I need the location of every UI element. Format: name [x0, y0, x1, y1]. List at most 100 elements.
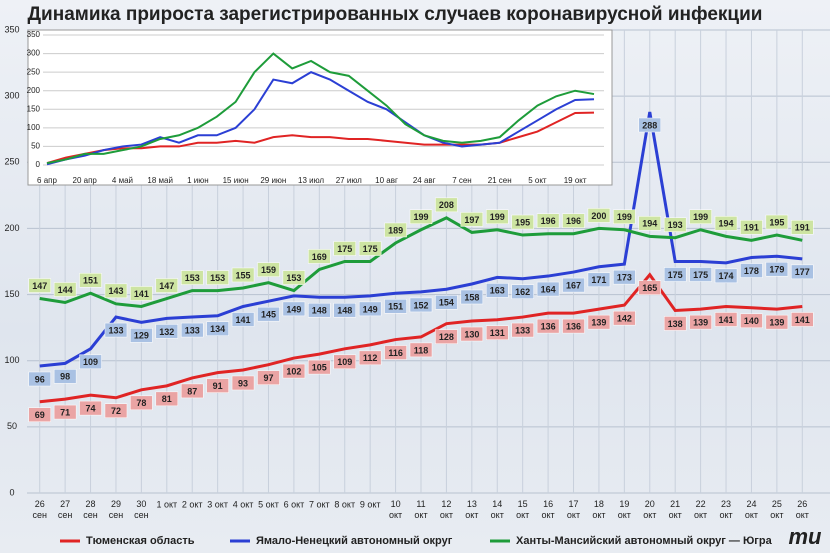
x-tick-part: окт: [516, 510, 529, 520]
value-label: 174: [719, 271, 734, 281]
value-label: 154: [439, 298, 454, 308]
value-label-bg: [104, 283, 128, 299]
value-label: 199: [693, 212, 708, 222]
value-label-bg: [714, 268, 738, 284]
x-tick-part: окт: [567, 510, 580, 520]
x-tick-label: 13 июл: [298, 176, 324, 185]
x-tick-part: окт: [542, 510, 555, 520]
value-label: 162: [515, 287, 530, 297]
x-tick-label: 5 окт: [258, 499, 279, 509]
x-tick-label: 4 май: [112, 176, 133, 185]
value-label: 152: [413, 300, 428, 310]
value-label-bg: [638, 117, 662, 133]
value-label: 139: [591, 317, 606, 327]
value-label: 133: [108, 325, 123, 335]
x-tick-label: 8 окт: [334, 499, 355, 509]
x-tick-part: 17: [569, 499, 579, 509]
value-label: 134: [210, 324, 225, 334]
value-label-bg: [791, 220, 814, 235]
x-tick-part: окт: [389, 510, 402, 520]
x-tick-label: 24 окт: [745, 499, 758, 520]
value-label-bg: [282, 301, 306, 317]
value-label: 151: [83, 276, 98, 286]
value-label-bg: [257, 306, 280, 322]
x-tick-label: 26 окт: [796, 499, 809, 520]
value-label: 141: [719, 315, 734, 325]
value-label-bg: [613, 269, 636, 285]
x-tick-label: 4 окт: [233, 499, 254, 509]
value-label-bg: [562, 318, 585, 334]
value-label: 118: [414, 345, 429, 355]
x-tick-label: 3 окт: [207, 499, 228, 509]
value-label-bg: [486, 283, 509, 298]
y-tick-label: 250: [4, 157, 19, 167]
value-label: 144: [58, 285, 73, 295]
x-tick-part: 21: [670, 499, 680, 509]
value-label-bg: [130, 286, 153, 301]
value-label: 69: [35, 410, 45, 420]
x-tick-label: 16 окт: [542, 499, 555, 520]
value-label-bg: [511, 322, 534, 338]
value-label-bg: [511, 284, 534, 299]
x-tick-label: 26 сен: [32, 499, 47, 520]
value-label-bg: [587, 314, 611, 330]
chart-title: Динамика прироста зарегистрированных слу…: [28, 4, 763, 25]
value-label-bg: [409, 342, 433, 358]
value-label: 139: [769, 317, 784, 327]
x-tick-part: 23: [721, 499, 731, 509]
x-tick-label: 29 сен: [109, 499, 124, 520]
x-tick-label: 5 окт: [528, 176, 547, 185]
value-label-bg: [740, 220, 763, 235]
value-label: 147: [159, 281, 174, 291]
value-label: 178: [744, 266, 759, 276]
x-tick-part: окт: [745, 510, 758, 520]
value-label-bg: [231, 267, 255, 283]
value-label: 199: [617, 212, 632, 222]
x-tick-label: 23 окт: [719, 499, 732, 520]
value-label: 96: [35, 374, 45, 384]
value-label-bg: [79, 272, 102, 288]
value-label-bg: [79, 400, 102, 416]
series-line: [46, 52, 595, 165]
value-label-bg: [714, 216, 738, 231]
value-label: 81: [162, 394, 172, 404]
value-label-bg: [180, 322, 204, 338]
value-label-bg: [765, 261, 789, 277]
value-label-bg: [663, 267, 687, 282]
x-tick-part: 22: [696, 499, 706, 509]
x-tick-part: окт: [491, 510, 504, 520]
x-tick-label: 25 окт: [770, 499, 783, 520]
value-label-bg: [562, 213, 585, 228]
value-label: 78: [136, 398, 146, 408]
x-tick-label: 24 авг: [413, 176, 436, 185]
value-label: 136: [541, 321, 556, 331]
value-label: 133: [515, 325, 530, 335]
x-tick-part: окт: [414, 510, 427, 520]
value-label: 153: [185, 273, 200, 283]
value-label-bg: [460, 326, 484, 342]
value-label-bg: [765, 314, 789, 330]
value-label-bg: [409, 209, 433, 225]
value-label: 128: [439, 332, 454, 342]
value-label-bg: [384, 222, 407, 238]
x-tick-label: 15 июн: [223, 176, 249, 185]
y-tick-label: 50: [31, 142, 40, 151]
x-tick-part: окт: [592, 510, 605, 520]
value-label-bg: [308, 359, 331, 375]
value-label: 175: [668, 270, 683, 280]
value-label: 87: [187, 386, 197, 396]
value-label-bg: [257, 262, 280, 277]
value-label: 196: [541, 216, 556, 226]
value-label: 71: [60, 407, 70, 417]
value-label: 177: [795, 267, 810, 277]
x-tick-part: 28: [86, 499, 96, 509]
value-label-bg: [435, 197, 458, 213]
x-tick-part: окт: [719, 510, 732, 520]
value-label: 74: [86, 403, 96, 413]
value-label: 149: [286, 304, 301, 314]
x-tick-part: 11: [416, 499, 425, 509]
x-tick-part: 27: [60, 499, 70, 509]
value-label-bg: [333, 302, 356, 318]
value-label-bg: [587, 208, 611, 223]
y-tick-label: 350: [4, 24, 19, 34]
